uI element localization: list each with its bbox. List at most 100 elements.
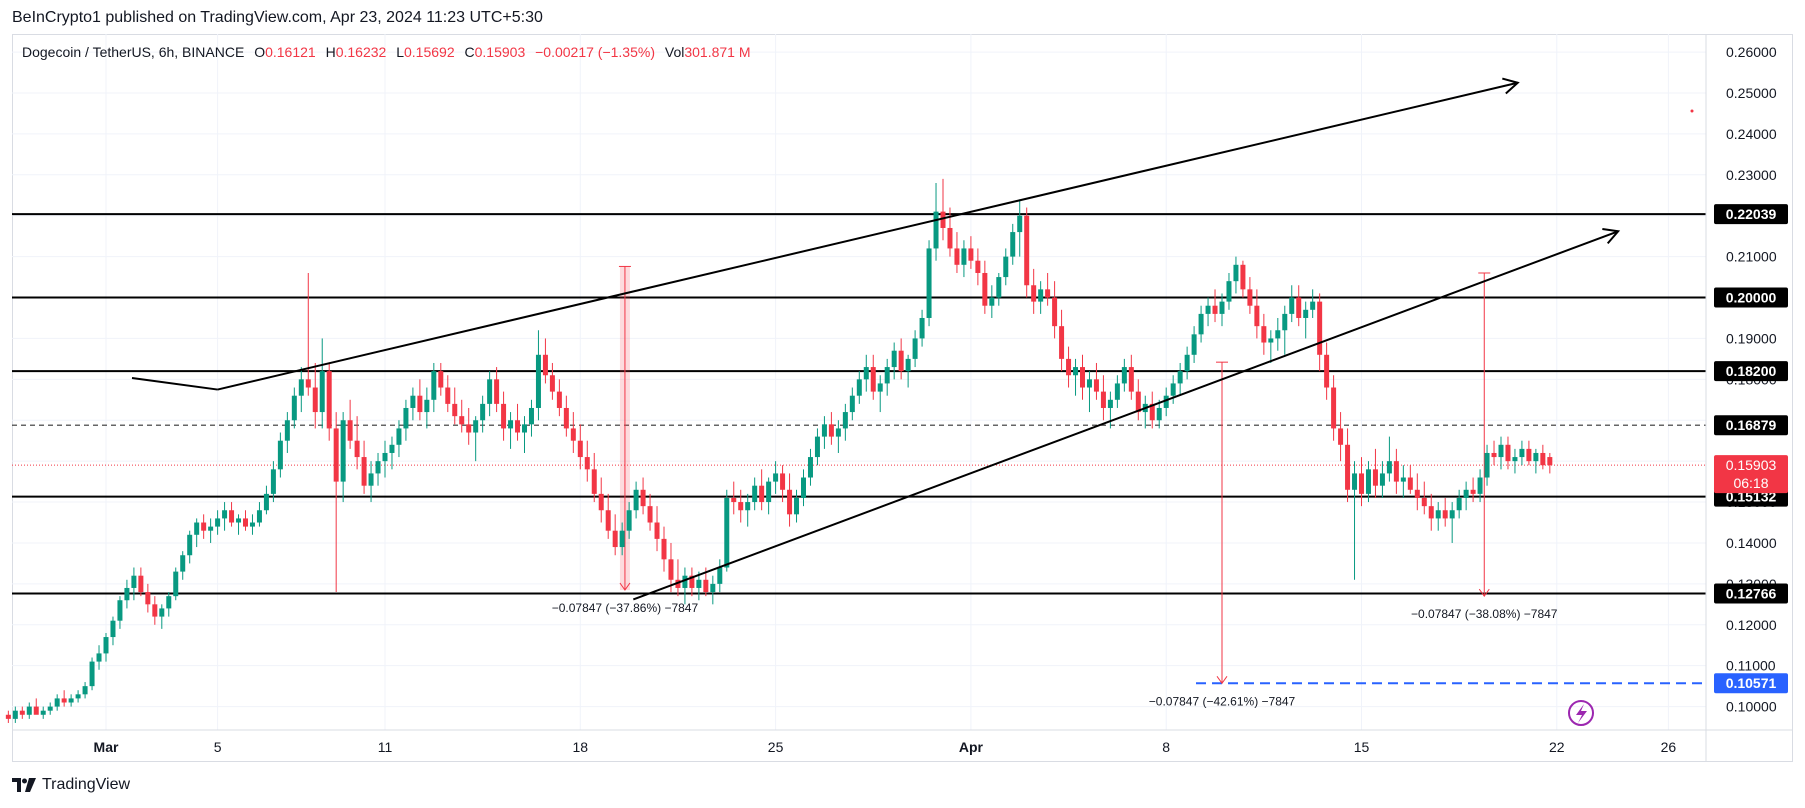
x-tick-label: Mar bbox=[94, 739, 119, 755]
candle-up bbox=[375, 461, 381, 474]
candle-down bbox=[145, 592, 151, 605]
x-tick-label: 5 bbox=[214, 739, 222, 755]
candle-up bbox=[54, 698, 60, 707]
candle-down bbox=[333, 428, 339, 482]
marker-dot bbox=[1690, 109, 1694, 113]
candle-up bbox=[1163, 395, 1169, 408]
candle-up bbox=[1386, 461, 1392, 474]
candle-up bbox=[47, 706, 53, 711]
candle-up bbox=[389, 444, 395, 453]
candle-down bbox=[1317, 301, 1323, 355]
last-price-label-bg bbox=[1714, 455, 1788, 494]
candle-down bbox=[201, 522, 207, 531]
candle-down bbox=[1254, 305, 1260, 327]
ohlc-legend: Dogecoin / TetherUS, 6h, BINANCE O0.1612… bbox=[22, 44, 751, 60]
candle-down bbox=[1247, 289, 1253, 306]
candle-down bbox=[759, 485, 765, 503]
x-tick-label: 22 bbox=[1549, 739, 1565, 755]
candle-down bbox=[828, 424, 834, 437]
candle-down bbox=[1052, 297, 1058, 327]
candle-down bbox=[647, 506, 653, 523]
candle-up bbox=[1233, 264, 1239, 282]
candle-up bbox=[1184, 354, 1190, 372]
candle-down bbox=[605, 510, 611, 531]
candle-up bbox=[801, 477, 806, 498]
candle-down bbox=[731, 497, 737, 503]
measure-arrow-head bbox=[619, 582, 631, 591]
candle-down bbox=[584, 457, 590, 470]
candle-down bbox=[598, 493, 604, 511]
tradingview-logo[interactable]: TradingView bbox=[12, 776, 130, 794]
level-price-label: 0.22039 bbox=[1726, 206, 1777, 222]
candle-up bbox=[884, 367, 890, 384]
time-axis[interactable]: Mar 5 11 18 25 Apr 8 15 22 26 bbox=[12, 729, 1793, 755]
candle-down bbox=[459, 416, 465, 425]
candle-down bbox=[1261, 326, 1267, 343]
candle-up bbox=[1379, 473, 1385, 486]
candle-up bbox=[340, 420, 346, 482]
price-axis[interactable]: 0.100000.110000.120000.130000.140000.150… bbox=[1705, 34, 1777, 762]
candle-down bbox=[1442, 510, 1448, 519]
candle-down bbox=[438, 371, 444, 388]
candle-down bbox=[661, 538, 667, 560]
target-price-label: 0.10571 bbox=[1726, 675, 1777, 691]
candle-down bbox=[689, 575, 695, 588]
candle-up bbox=[877, 383, 883, 392]
candle-down bbox=[1128, 367, 1134, 392]
candle-down bbox=[1080, 367, 1085, 388]
candle-up bbox=[291, 395, 297, 421]
tradingview-logo-icon bbox=[12, 778, 36, 792]
candle-up bbox=[752, 485, 758, 503]
candle-up bbox=[1191, 334, 1197, 355]
candle-up bbox=[961, 248, 967, 265]
candle-up bbox=[508, 420, 514, 429]
candle-up bbox=[1038, 289, 1044, 302]
candle-down bbox=[1393, 461, 1399, 482]
candle-down bbox=[1414, 489, 1420, 498]
candle-up bbox=[131, 575, 137, 588]
open-key: O bbox=[254, 44, 266, 60]
candle-down bbox=[1526, 448, 1532, 462]
candle-up bbox=[1156, 407, 1162, 421]
candle-up bbox=[996, 277, 1002, 298]
candle-up bbox=[215, 518, 221, 527]
symbol-name[interactable]: Dogecoin / TetherUS, 6h, BINANCE bbox=[22, 44, 245, 60]
level-price-label-bg bbox=[1714, 204, 1788, 225]
candle-down bbox=[305, 379, 311, 388]
candle-up bbox=[682, 575, 688, 588]
y-tick-label: 0.19000 bbox=[1726, 330, 1777, 346]
trendlines bbox=[131, 77, 1621, 601]
candle-down bbox=[654, 522, 660, 539]
candle-up bbox=[835, 428, 841, 437]
measurement-tools: −0.07847 (−37.86%) −7847 −0.07847 (−42.61… bbox=[552, 265, 1558, 708]
publisher-line: BeInCrypto1 published on TradingView.com… bbox=[12, 9, 543, 26]
candle-up bbox=[912, 338, 918, 359]
candle-up bbox=[535, 354, 541, 408]
candle-down bbox=[640, 489, 646, 507]
candle-down bbox=[940, 211, 946, 228]
candle-down bbox=[898, 350, 904, 372]
candle-up bbox=[1219, 301, 1225, 314]
close-value: 0.15903 bbox=[474, 44, 526, 60]
candle-up bbox=[807, 457, 813, 478]
y-tick-label: 0.24000 bbox=[1726, 126, 1777, 142]
last-price-label: 0.15903 bbox=[1726, 457, 1777, 473]
candle-down bbox=[577, 440, 583, 458]
dashed-level-price-label-bg bbox=[1714, 415, 1788, 436]
x-tick-label: 8 bbox=[1162, 739, 1170, 755]
candle-down bbox=[494, 379, 500, 404]
candles bbox=[5, 178, 1553, 723]
candle-down bbox=[1100, 391, 1106, 408]
replay-icon[interactable] bbox=[1568, 700, 1594, 726]
candle-up bbox=[522, 424, 527, 433]
candle-up bbox=[724, 497, 730, 568]
trendline bbox=[632, 230, 1619, 601]
candle-down bbox=[1024, 215, 1030, 286]
candle-down bbox=[1491, 452, 1497, 458]
candle-up bbox=[480, 403, 486, 421]
candle-up bbox=[849, 395, 855, 413]
candle-up bbox=[382, 452, 388, 462]
candle-up bbox=[773, 473, 779, 482]
level-price-label: 0.18200 bbox=[1726, 363, 1777, 379]
